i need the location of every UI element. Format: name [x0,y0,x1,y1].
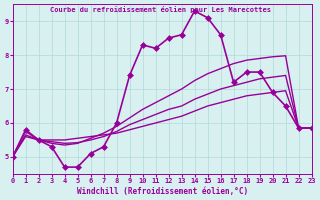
X-axis label: Windchill (Refroidissement éolien,°C): Windchill (Refroidissement éolien,°C) [76,187,248,196]
Text: Courbe du refroidissement éolien pour Les Marecottes: Courbe du refroidissement éolien pour Le… [50,6,270,13]
